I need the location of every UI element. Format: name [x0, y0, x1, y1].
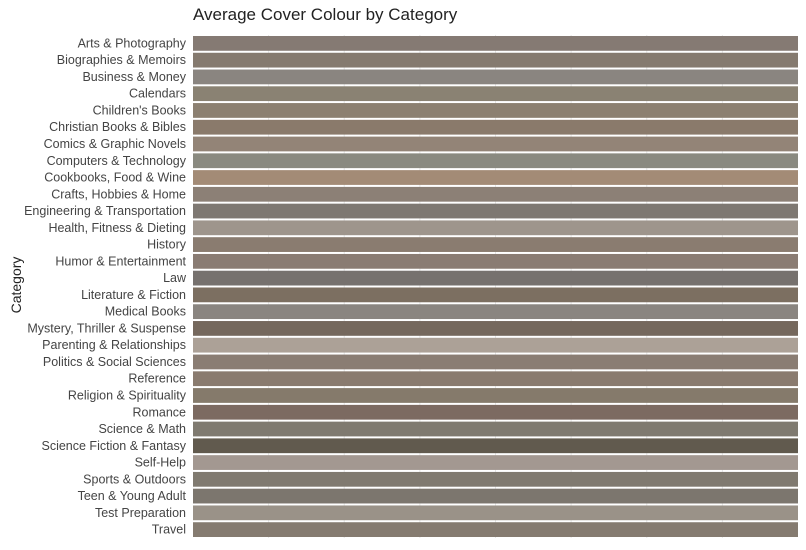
y-tick-label: Calendars: [129, 87, 186, 101]
y-tick-label: Science & Math: [98, 422, 186, 436]
y-tick-label: Humor & Entertainment: [55, 254, 186, 268]
y-tick-label: Medical Books: [105, 305, 186, 319]
y-tick-label: Health, Fitness & Dieting: [48, 221, 186, 235]
y-tick-label: Law: [163, 271, 187, 285]
bar: [193, 86, 798, 102]
bar: [193, 337, 798, 353]
y-tick-label: Crafts, Hobbies & Home: [51, 187, 186, 201]
y-tick-label: Christian Books & Bibles: [49, 120, 186, 134]
y-tick-label: Mystery, Thriller & Suspense: [27, 321, 186, 335]
chart-title: Average Cover Colour by Category: [193, 5, 458, 24]
bar: [193, 203, 798, 219]
y-tick-label: Parenting & Relationships: [42, 338, 186, 352]
bar: [193, 36, 798, 51]
bar: [193, 103, 798, 118]
bar: [193, 471, 798, 487]
bar: [193, 270, 798, 286]
y-tick-label: Romance: [133, 405, 187, 419]
bar: [193, 522, 798, 537]
bar: [193, 404, 798, 420]
y-tick-label: Travel: [152, 523, 186, 537]
bar: [193, 153, 798, 169]
bar: [193, 321, 798, 336]
bar: [193, 304, 798, 320]
bar: [193, 186, 798, 202]
bar: [193, 354, 798, 370]
y-tick-label: Biographies & Memoirs: [57, 53, 186, 67]
y-tick-label: Arts & Photography: [78, 36, 187, 50]
y-tick-label: Cookbooks, Food & Wine: [44, 171, 186, 185]
bar: [193, 237, 798, 252]
y-tick-label: Business & Money: [82, 70, 186, 84]
bar: [193, 69, 798, 85]
bar: [193, 488, 798, 504]
bar: [193, 421, 798, 437]
y-tick-label: Politics & Social Sciences: [43, 355, 186, 369]
bar: [193, 438, 798, 454]
y-tick-label: History: [147, 238, 187, 252]
bar: [193, 119, 798, 135]
bar: [193, 220, 798, 236]
bar: [193, 371, 798, 387]
y-tick-label: Religion & Spirituality: [68, 388, 187, 402]
y-tick-label: Engineering & Transportation: [24, 204, 186, 218]
y-tick-label: Science Fiction & Fantasy: [41, 439, 186, 453]
y-tick-label: Self-Help: [135, 456, 186, 470]
bar: [193, 170, 798, 185]
y-tick-label: Literature & Fiction: [81, 288, 186, 302]
bar: [193, 253, 798, 269]
y-tick-label: Sports & Outdoors: [83, 472, 186, 486]
bar: [193, 388, 798, 403]
bar: [193, 505, 798, 521]
bar: [193, 455, 798, 470]
y-tick-label: Computers & Technology: [47, 154, 187, 168]
y-tick-label: Teen & Young Adult: [78, 489, 187, 503]
bar: [193, 287, 798, 303]
y-tick-label: Reference: [128, 372, 186, 386]
y-tick-label: Comics & Graphic Novels: [44, 137, 186, 151]
bar: [193, 136, 798, 152]
y-tick-label: Test Preparation: [95, 506, 186, 520]
y-tick-label: Children's Books: [93, 103, 186, 117]
bar: [193, 52, 798, 68]
